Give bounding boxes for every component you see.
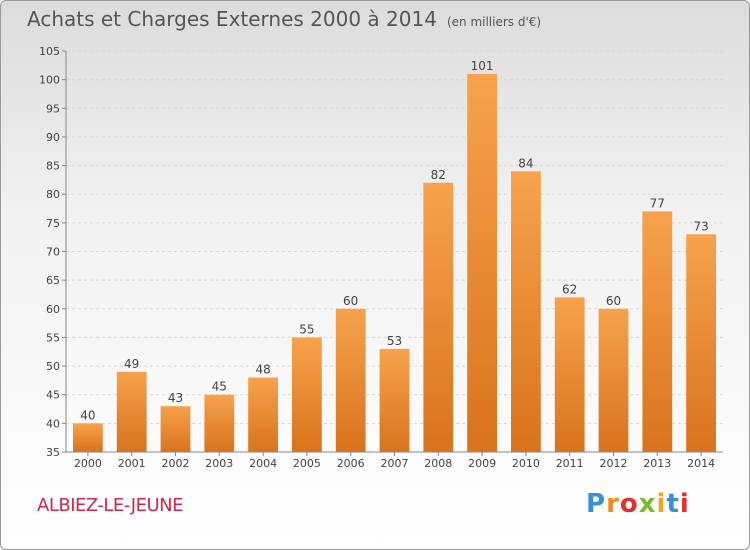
data-label: 77	[650, 196, 665, 210]
y-tick-label: 35	[46, 446, 60, 459]
x-tick-label: 2005	[293, 457, 321, 470]
logo-letter: o	[619, 489, 639, 519]
bar-2010	[511, 171, 541, 453]
logo-letter: i	[679, 489, 690, 519]
data-label: 101	[471, 59, 494, 73]
y-tick-label: 70	[46, 246, 60, 259]
x-tick-label: 2000	[74, 457, 102, 470]
y-tick-label: 105	[39, 45, 60, 58]
chart-subtitle: (en milliers d'€)	[446, 15, 542, 29]
y-tick-label: 95	[46, 102, 60, 115]
town-name: ALBIEZ-LE-JEUNE	[37, 495, 183, 516]
chart-title: Achats et Charges Externes 2000 à 2014 (e…	[27, 7, 541, 31]
x-tick-label: 2008	[424, 457, 452, 470]
x-tick-label: 2003	[205, 457, 233, 470]
data-label: 43	[168, 391, 183, 405]
x-tick-label: 2014	[687, 457, 715, 470]
y-tick-label: 45	[46, 389, 60, 402]
data-label: 53	[387, 334, 402, 348]
bar-2014	[686, 234, 716, 452]
logo-letter: i	[656, 489, 667, 519]
x-tick-label: 2001	[118, 457, 146, 470]
bar-2007	[379, 348, 410, 452]
proxiti-logo[interactable]: Proxiti	[586, 489, 690, 519]
x-tick-label: 2002	[162, 457, 190, 470]
bar-2002	[160, 406, 191, 452]
y-tick-label: 65	[46, 274, 60, 287]
x-tick-label: 2010	[512, 457, 540, 470]
bars	[73, 73, 716, 453]
data-label: 48	[255, 363, 270, 377]
logo-letter: P	[586, 489, 607, 519]
x-tick-label: 2011	[556, 457, 584, 470]
y-tick-label: 80	[46, 188, 60, 201]
bar-2000	[73, 423, 103, 452]
x-tick-label: 2012	[600, 457, 628, 470]
bar-2005	[292, 337, 322, 452]
bar-2001	[116, 371, 147, 452]
y-tick-label: 60	[46, 303, 60, 316]
data-label: 73	[693, 219, 708, 233]
bar-2004	[248, 377, 278, 452]
data-label: 45	[212, 380, 227, 394]
y-tick-label: 55	[46, 331, 60, 344]
logo-letter: x	[638, 489, 657, 519]
y-tick-label: 90	[46, 131, 60, 144]
data-labels: 40 49 43 45 48 55 60 53 82 101 84 62 60 77 73	[80, 59, 708, 422]
y-tick-label: 75	[46, 217, 60, 230]
bar-2006	[335, 308, 366, 452]
bar-2009	[467, 73, 497, 453]
bar-2012	[598, 308, 629, 452]
chart-title-text: Achats et Charges Externes 2000 à 2014	[27, 7, 437, 31]
data-label: 84	[518, 156, 533, 170]
bar-2011	[554, 297, 585, 452]
data-label: 62	[562, 282, 577, 296]
data-label: 82	[431, 168, 446, 182]
bar-2013	[642, 211, 673, 452]
data-label: 60	[606, 294, 621, 308]
logo-letter: t	[666, 489, 680, 519]
y-tick-label: 85	[46, 160, 60, 173]
y-tick-label: 40	[46, 417, 60, 430]
x-tick-label: 2009	[468, 457, 496, 470]
logo-letter: r	[606, 489, 620, 519]
data-label: 49	[124, 357, 139, 371]
bar-2003	[204, 394, 235, 452]
x-tick-label: 2013	[643, 457, 671, 470]
data-label: 40	[80, 408, 95, 422]
y-tick-label: 50	[46, 360, 60, 373]
x-tick-label: 2004	[249, 457, 277, 470]
x-tick-label: 2006	[337, 457, 365, 470]
data-label: 55	[299, 322, 314, 336]
x-tick-label: 2007	[381, 457, 409, 470]
y-tick-label: 100	[39, 74, 60, 87]
bar-2008	[423, 182, 454, 452]
data-label: 60	[343, 294, 358, 308]
